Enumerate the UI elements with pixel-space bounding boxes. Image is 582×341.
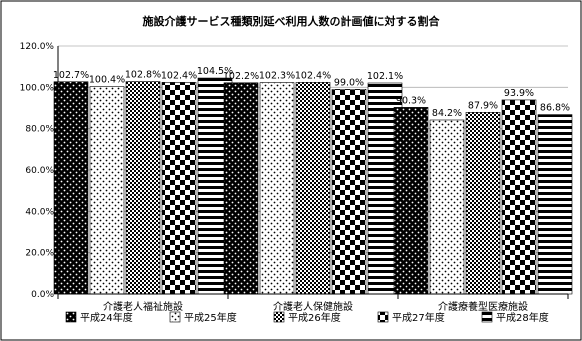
y-tick-label: 0.0% — [31, 290, 54, 300]
legend-label: 平成28年度 — [496, 311, 549, 324]
bar — [501, 99, 537, 295]
data-label: 104.5% — [197, 66, 233, 77]
legend-label: 平成26年度 — [288, 311, 341, 324]
bar — [465, 112, 501, 295]
data-label: 87.9% — [468, 100, 498, 111]
legend-swatch — [169, 311, 181, 323]
bar — [223, 82, 259, 295]
x-category-label: 介護療養型医療施設 — [438, 300, 528, 313]
data-label: 100.4% — [89, 75, 125, 86]
legend-swatch — [377, 311, 389, 323]
bars — [53, 77, 573, 295]
legend-label: 平成24年度 — [80, 311, 133, 324]
bar — [89, 86, 125, 295]
legend-label: 平成25年度 — [184, 311, 237, 324]
data-label: 102.1% — [367, 71, 403, 82]
legend-label: 平成27年度 — [392, 311, 445, 324]
bar — [53, 81, 89, 295]
axes: 0.0% 20.0% 40.0% 60.0% 80.0% 100.0% 120.0% 介護老人… — [20, 42, 569, 313]
bar — [393, 107, 429, 295]
data-label: 93.9% — [504, 88, 534, 99]
data-label: 86.8% — [540, 103, 570, 114]
data-labels: 102.7% 100.4% 102.8% 102.4% 104.5%102.2% 102.… — [53, 66, 570, 119]
bar — [331, 89, 367, 295]
x-category-label: 介護老人保健施設 — [273, 300, 353, 313]
legend-swatch — [65, 311, 77, 323]
y-tick-label: 20.0% — [25, 249, 54, 259]
y-tick-label: 60.0% — [25, 166, 54, 176]
x-category-label: 介護老人福祉施設 — [103, 300, 183, 313]
y-tick-label: 40.0% — [25, 207, 54, 217]
bar — [295, 82, 331, 295]
y-tick-label: 120.0% — [20, 42, 55, 52]
chart-title: 施設介護サービス種類別延べ利用人数の計画値に対する割合 — [143, 14, 441, 28]
data-label: 102.4% — [161, 70, 197, 81]
data-label: 84.2% — [432, 108, 462, 119]
data-label: 102.7% — [53, 70, 89, 81]
data-label: 99.0% — [334, 77, 364, 88]
bar — [259, 82, 295, 295]
data-label: 102.3% — [259, 71, 295, 82]
bar — [537, 114, 573, 295]
bar — [429, 119, 465, 295]
data-label: 102.8% — [125, 70, 161, 81]
data-label: 90.3% — [396, 95, 426, 106]
legend-swatch — [481, 311, 493, 323]
y-tick-label: 80.0% — [25, 125, 54, 135]
data-label: 102.2% — [223, 71, 259, 82]
legend: 平成24年度 平成25年度 平成26年度 平成27年度 平成28年度 — [65, 311, 549, 324]
data-label: 102.4% — [295, 70, 331, 81]
bar — [161, 82, 197, 295]
bar — [125, 81, 161, 295]
y-tick-label: 100.0% — [20, 83, 55, 93]
legend-swatch — [273, 311, 285, 323]
